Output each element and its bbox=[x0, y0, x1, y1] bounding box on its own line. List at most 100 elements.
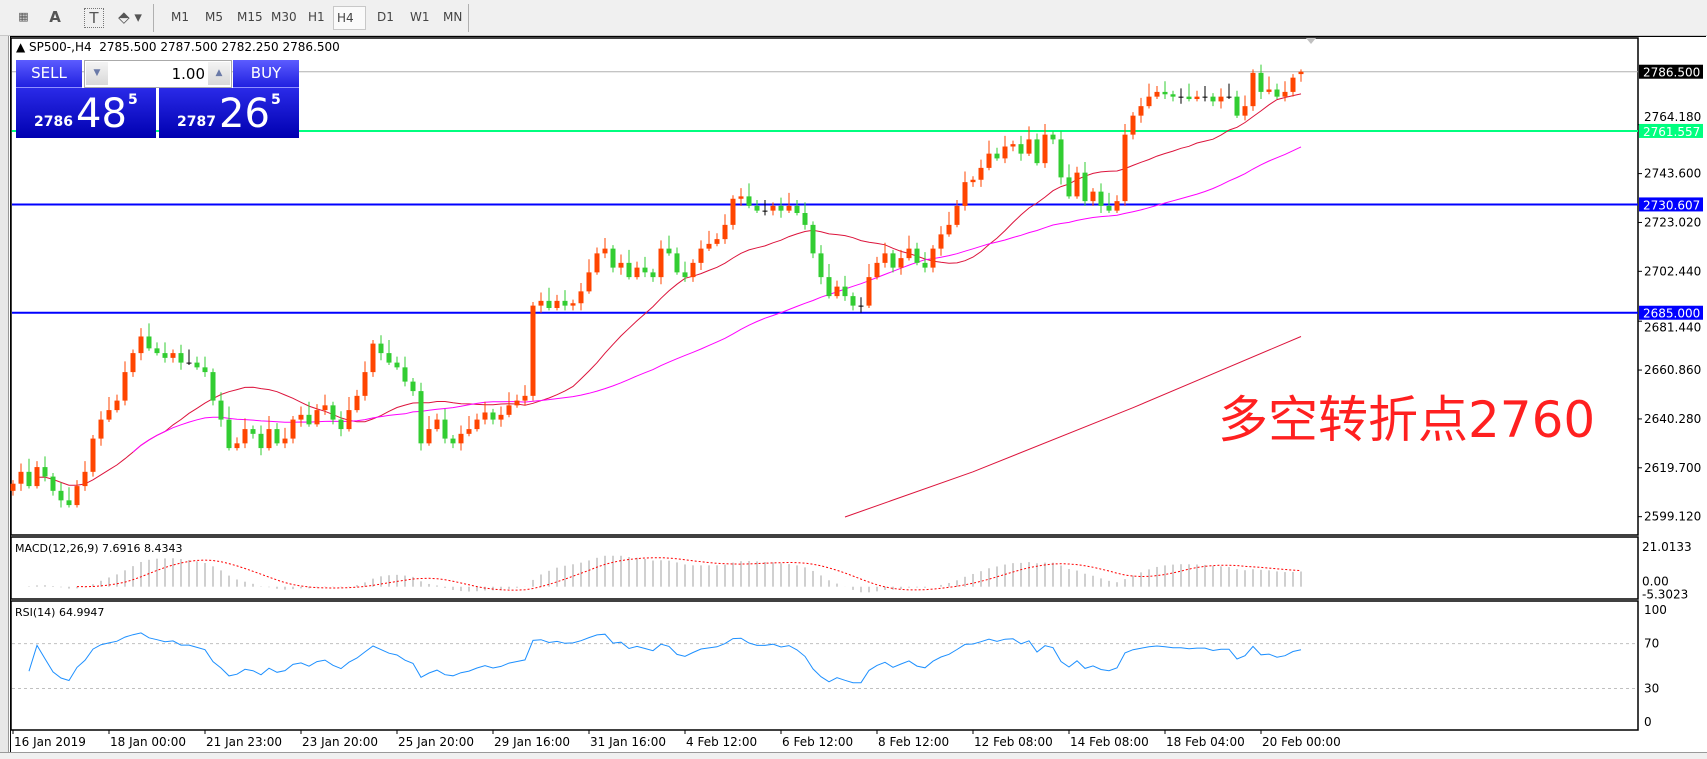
candle-body bbox=[1194, 96, 1200, 100]
candle-body bbox=[10, 483, 16, 491]
text-icon[interactable]: A bbox=[49, 8, 61, 26]
candle-body bbox=[226, 419, 232, 449]
candle-body bbox=[34, 467, 40, 487]
candle-body bbox=[986, 153, 992, 168]
candle-body bbox=[266, 429, 272, 449]
y-tick-label: 2619.700 bbox=[1644, 461, 1701, 475]
candle-body bbox=[690, 262, 696, 278]
timeframe-h1[interactable]: H1 bbox=[308, 10, 325, 24]
timeframe-w1[interactable]: W1 bbox=[410, 10, 430, 24]
candle-body bbox=[530, 305, 536, 396]
candle-body bbox=[938, 234, 944, 249]
timeframe-d1[interactable]: D1 bbox=[377, 10, 394, 24]
buy-price-box[interactable]: 2787 26 5 bbox=[159, 88, 299, 138]
candle-body bbox=[954, 205, 960, 225]
candle-body bbox=[1234, 96, 1240, 116]
x-tick-label: 31 Jan 16:00 bbox=[590, 735, 666, 749]
lot-decrease-icon[interactable]: ▼ bbox=[86, 62, 108, 85]
candle-body bbox=[1138, 106, 1144, 116]
candle-body bbox=[914, 248, 920, 263]
sell-button[interactable]: SELL bbox=[16, 60, 82, 88]
y-tick-label: 2764.180 bbox=[1644, 110, 1701, 124]
text-label-icon[interactable]: T bbox=[84, 8, 104, 28]
candle-body bbox=[802, 213, 808, 225]
rsi-tick-label: 70 bbox=[1644, 637, 1659, 651]
candle-body bbox=[762, 210, 768, 212]
candle-body bbox=[170, 353, 176, 358]
chart-header: ▲ SP500-,H4 2785.500 2787.500 2782.250 2… bbox=[16, 40, 340, 54]
price-label: 2761.557 bbox=[1643, 125, 1700, 139]
lot-increase-icon[interactable]: ▲ bbox=[208, 62, 230, 85]
candle-body bbox=[458, 433, 464, 444]
candle-body bbox=[1266, 89, 1272, 92]
y-tick-label: 2599.120 bbox=[1644, 510, 1701, 524]
candle-body bbox=[1130, 115, 1136, 135]
y-tick-label: 2702.440 bbox=[1644, 264, 1701, 278]
candle-body bbox=[698, 248, 704, 263]
candle-body bbox=[1122, 134, 1128, 202]
candle-body bbox=[1146, 96, 1152, 107]
candle-body bbox=[1002, 146, 1008, 159]
candle-body bbox=[114, 400, 120, 411]
candle-body bbox=[482, 412, 488, 420]
chart-annotation: 多空转折点2760 bbox=[1218, 391, 1596, 449]
chart-tabs-bar[interactable] bbox=[0, 752, 1707, 759]
candle-body bbox=[242, 429, 248, 444]
candle-body bbox=[1034, 139, 1040, 164]
moving-average-long bbox=[844, 336, 1302, 518]
candle-body bbox=[162, 353, 168, 358]
lot-size-input[interactable]: 1.00 bbox=[171, 65, 205, 83]
candle-body bbox=[370, 343, 376, 373]
toolbar: ▦ A T ⬘ ▾ M1 M5 M15 M30 H1 H4 D1 W1 MN bbox=[0, 0, 1707, 36]
candle-body bbox=[818, 253, 824, 278]
candle-body bbox=[330, 405, 336, 420]
candle-body bbox=[418, 391, 424, 444]
buy-price-sup: 5 bbox=[271, 92, 281, 108]
y-tick-label: 2743.600 bbox=[1644, 167, 1701, 181]
candle-body bbox=[394, 362, 400, 368]
candle-body bbox=[962, 182, 968, 206]
buy-price-prefix: 2787 bbox=[177, 114, 216, 130]
rsi-tick-label: 30 bbox=[1644, 681, 1659, 695]
timeframe-m30[interactable]: M30 bbox=[271, 10, 297, 24]
rsi-tick-label: 0 bbox=[1644, 715, 1652, 729]
candle-body bbox=[386, 353, 392, 363]
buy-price-big: 26 bbox=[219, 91, 270, 137]
candle-body bbox=[898, 258, 904, 268]
timeframe-mn[interactable]: MN bbox=[443, 10, 463, 24]
arrows-icon[interactable]: ⬘ ▾ bbox=[118, 8, 142, 26]
candle-body bbox=[298, 414, 304, 420]
candle-body bbox=[1186, 96, 1192, 100]
x-tick-label: 18 Jan 00:00 bbox=[110, 735, 186, 749]
candle-body bbox=[354, 395, 360, 411]
candle-body bbox=[306, 414, 312, 425]
timeframe-m15[interactable]: M15 bbox=[237, 10, 263, 24]
price-label: 2786.500 bbox=[1643, 66, 1700, 80]
sell-price-box[interactable]: 2786 48 5 bbox=[16, 88, 156, 138]
candle-body bbox=[970, 179, 976, 183]
macd-tick-label: -5.3023 bbox=[1642, 588, 1688, 602]
candle-body bbox=[650, 272, 656, 278]
buy-button[interactable]: BUY bbox=[233, 60, 299, 88]
collapse-triangle-icon[interactable]: ▲ bbox=[16, 40, 30, 54]
candle-body bbox=[1178, 96, 1184, 98]
candle-body bbox=[1250, 72, 1256, 107]
candle-body bbox=[498, 414, 504, 420]
candle-body bbox=[794, 205, 800, 214]
timeframe-m5[interactable]: M5 bbox=[205, 10, 223, 24]
candle-body bbox=[106, 410, 112, 420]
candle-body bbox=[1090, 191, 1096, 202]
candle-body bbox=[18, 471, 24, 484]
candle-body bbox=[58, 490, 64, 501]
candle-body bbox=[402, 367, 408, 382]
grid-f-icon[interactable]: ▦ bbox=[18, 10, 28, 23]
candle-body bbox=[282, 438, 288, 444]
candle-body bbox=[1106, 205, 1112, 211]
timeframe-m1[interactable]: M1 bbox=[171, 10, 189, 24]
candle-body bbox=[546, 300, 552, 308]
macd-tick-label: 0.00 bbox=[1642, 575, 1669, 589]
candle-body bbox=[1290, 77, 1296, 92]
candle-body bbox=[562, 300, 568, 306]
candle-body bbox=[434, 419, 440, 430]
timeframe-h4[interactable]: H4 bbox=[333, 6, 366, 30]
